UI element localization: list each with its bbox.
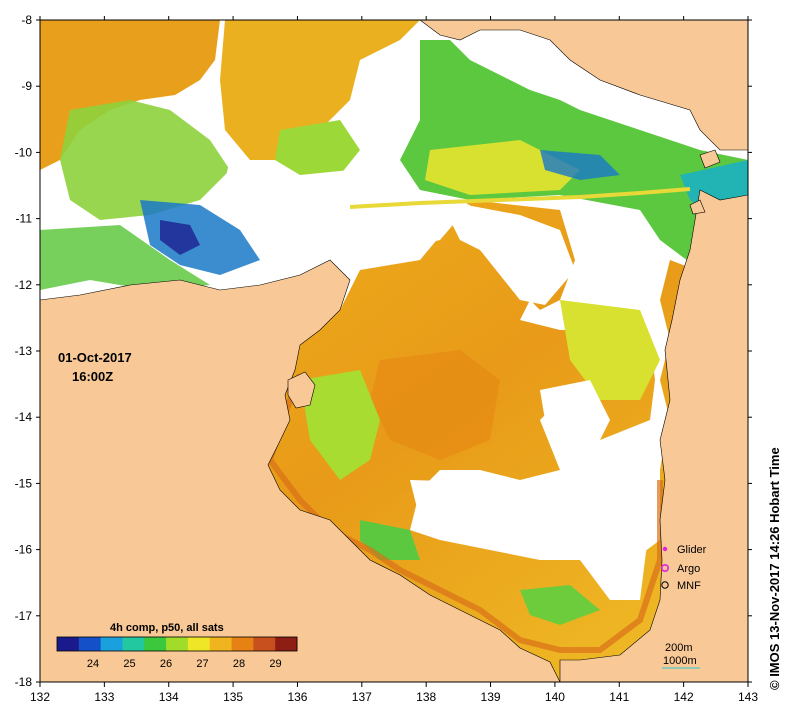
contour-1000-label: 1000m (663, 655, 697, 667)
x-tick-label: 139 (481, 690, 501, 704)
legend-glider: Glider (677, 544, 707, 556)
colorbar-cell (100, 637, 123, 651)
x-tick-label: 135 (223, 690, 243, 704)
x-tick-label: 133 (94, 690, 114, 704)
colorbar-cell (231, 637, 254, 651)
x-tick-label: 137 (352, 690, 372, 704)
colorbar-cell (57, 637, 80, 651)
y-tick-label: -13 (15, 344, 33, 358)
colorbar-title: 4h comp, p50, all sats (110, 622, 224, 634)
sst-west-green (40, 225, 210, 290)
no-data-hole-1 (440, 200, 575, 305)
no-data-hole-3 (410, 480, 560, 540)
no-data-north (280, 165, 470, 255)
y-tick-label: -18 (15, 675, 33, 689)
glider-marker-icon (662, 546, 668, 552)
land-islands (689, 149, 721, 215)
land-arnhem (40, 259, 561, 682)
x-axis-ticks: 132 133 134 135 136 137 138 139 140 141 142 143 (30, 16, 758, 704)
y-tick-label: -12 (15, 278, 33, 292)
land-cape-york (559, 189, 748, 682)
y-tick-label: -11 (16, 212, 33, 226)
colorbar-ticks: 24 25 26 27 28 29 (87, 658, 282, 670)
x-tick-label: 138 (416, 690, 436, 704)
no-data-north-2 (430, 20, 720, 140)
sst-north-green (275, 120, 360, 175)
date-label: 01-Oct-2017 (58, 350, 132, 365)
no-data-hole-4 (560, 480, 650, 600)
sst-gulf-se-green (520, 585, 600, 625)
x-tick-label: 142 (674, 690, 694, 704)
y-tick-label: -15 (15, 476, 33, 490)
x-tick-label: 132 (30, 690, 50, 704)
sst-nw-blue (140, 200, 260, 275)
plot-area (40, 20, 748, 682)
y-tick-label: -14 (15, 410, 33, 424)
colorbar-tick-label: 29 (269, 658, 281, 670)
colorbar: 4h comp, p50, all sats 24 25 26 27 28 29 (56, 622, 298, 670)
y-tick-label: -16 (15, 543, 33, 557)
y-tick-label: -10 (15, 145, 33, 159)
argo-marker-icon (660, 563, 669, 572)
colorbar-cell (275, 637, 298, 651)
x-tick-label: 143 (738, 690, 758, 704)
colorbar-tick-label: 28 (233, 658, 245, 670)
x-tick-label: 136 (287, 690, 307, 704)
colorbar-tick-label: 24 (87, 658, 99, 670)
colorbar-cell (122, 637, 145, 651)
colorbar-cell (209, 637, 233, 651)
sst-nw-cold (160, 220, 200, 255)
credit-text: © IMOS 13-Nov-2017 14:26 Hobart Time (767, 447, 782, 690)
x-tick-label: 141 (609, 690, 629, 704)
time-label: 16:00Z (72, 369, 113, 384)
contour-legend: 200m 1000m (662, 642, 700, 669)
no-data-hole-2 (540, 380, 610, 460)
glider-track (349, 187, 691, 209)
y-tick-label: -17 (15, 609, 33, 623)
legend-argo: Argo (677, 563, 700, 575)
y-tick-label: -9 (21, 79, 32, 93)
colorbar-tick-label: 25 (123, 658, 135, 670)
colorbar-cell (144, 637, 167, 651)
colorbar-cell (187, 637, 211, 651)
contour-200-label: 200m (665, 642, 693, 654)
sst-nw-patch (40, 20, 220, 170)
y-axis-ticks: -8 -9 -10 -11 -12 -13 -14 -15 -16 -17 -18 (15, 13, 752, 689)
colorbar-cells (57, 637, 298, 651)
colorbar-tick-label: 26 (160, 658, 172, 670)
colorbar-frame (56, 636, 298, 652)
sst-gulf-east-yellow (560, 300, 660, 400)
x-tick-label: 134 (159, 690, 179, 704)
land-png (419, 20, 748, 151)
legend-mnf: MNF (677, 580, 701, 592)
platform-legend: Glider Argo MNF (660, 544, 707, 592)
land-groote (287, 371, 316, 409)
sst-ne-blue (540, 150, 620, 180)
mnf-marker-icon (661, 581, 669, 589)
colorbar-tick-label: 27 (196, 658, 208, 670)
x-tick-label: 140 (545, 690, 565, 704)
no-data-north-3 (220, 160, 295, 225)
colorbar-cell (166, 637, 189, 651)
colorbar-cell (253, 637, 276, 651)
sst-nw-green (60, 100, 230, 220)
colorbar-cell (78, 637, 102, 651)
y-tick-label: -8 (21, 13, 32, 27)
sst-north-patch (220, 20, 420, 160)
sst-gulf-center (370, 350, 500, 460)
sst-gulf-west-green (300, 370, 380, 480)
